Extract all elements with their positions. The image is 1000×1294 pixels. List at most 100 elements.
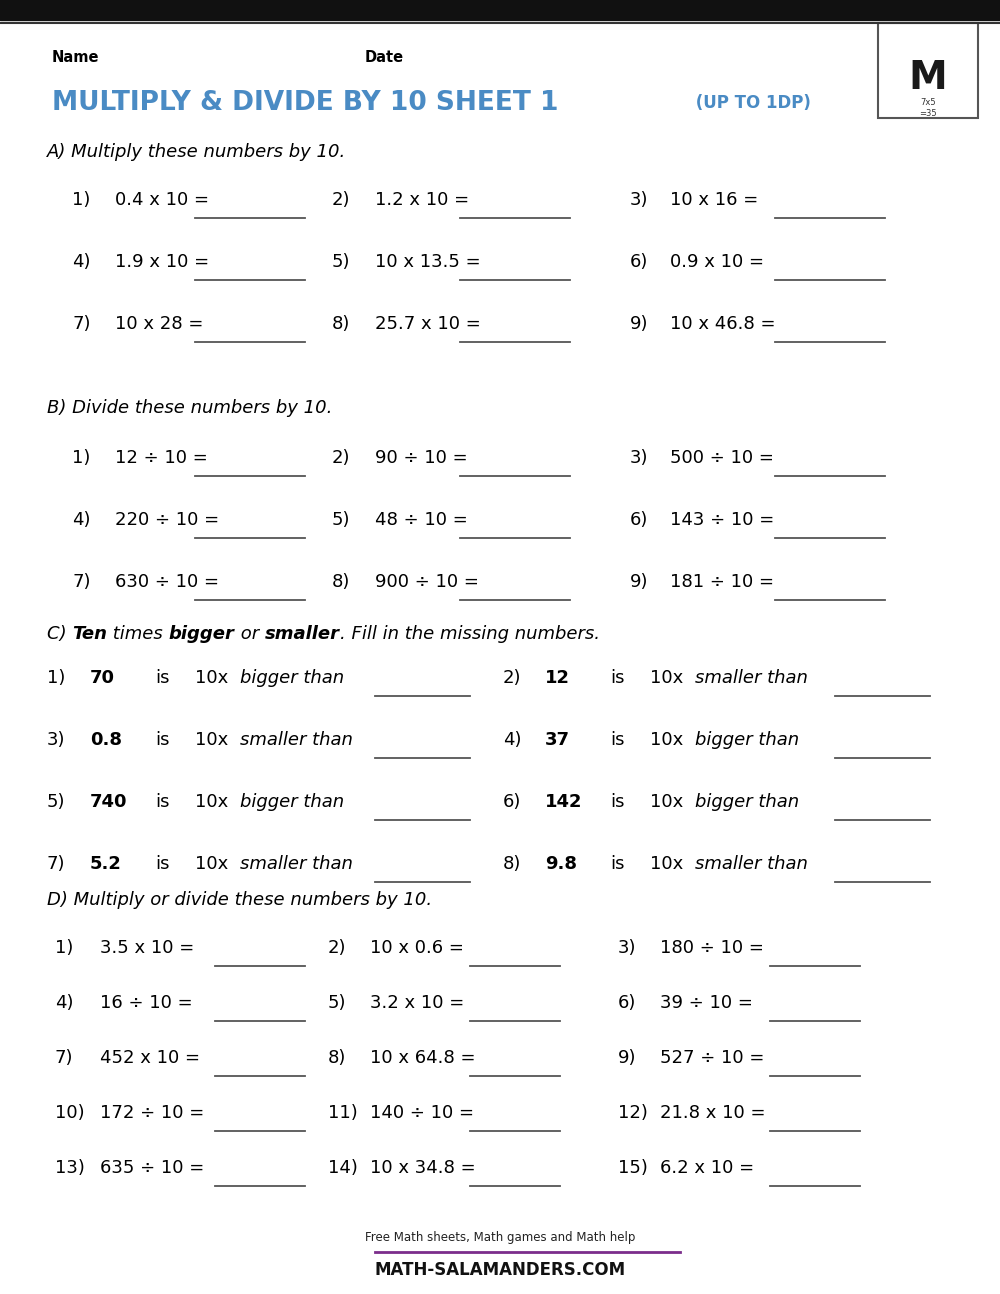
Text: 900 ÷ 10 =: 900 ÷ 10 = (375, 573, 479, 591)
Text: 142: 142 (545, 793, 582, 811)
Text: 10 x 16 =: 10 x 16 = (670, 192, 758, 210)
Text: 5): 5) (332, 511, 351, 529)
Text: 0.8: 0.8 (90, 731, 122, 749)
Text: 2): 2) (328, 939, 347, 958)
Text: MULTIPLY & DIVIDE BY 10 SHEET 1: MULTIPLY & DIVIDE BY 10 SHEET 1 (52, 91, 558, 116)
Text: 70: 70 (90, 669, 115, 687)
Text: is: is (155, 855, 170, 873)
Text: 10x: 10x (195, 793, 228, 811)
Text: bigger than: bigger than (695, 731, 799, 749)
Text: 4): 4) (503, 731, 522, 749)
Text: 6): 6) (630, 511, 648, 529)
Text: or: or (235, 625, 265, 643)
Text: 7): 7) (72, 573, 90, 591)
Text: 10 x 13.5 =: 10 x 13.5 = (375, 254, 481, 270)
Text: bigger than: bigger than (695, 793, 799, 811)
Text: 5.2: 5.2 (90, 855, 122, 873)
Text: 180 ÷ 10 =: 180 ÷ 10 = (660, 939, 764, 958)
Text: 10x: 10x (650, 793, 683, 811)
Text: times: times (107, 625, 169, 643)
Text: 2): 2) (503, 669, 522, 687)
Text: 10): 10) (55, 1104, 85, 1122)
Text: 500 ÷ 10 =: 500 ÷ 10 = (670, 449, 774, 467)
Text: 15): 15) (618, 1159, 648, 1178)
Text: Date: Date (365, 50, 404, 66)
Text: 10x: 10x (650, 669, 683, 687)
Text: 0.9 x 10 =: 0.9 x 10 = (670, 254, 764, 270)
Text: B) Divide these numbers by 10.: B) Divide these numbers by 10. (47, 399, 332, 417)
Text: smaller than: smaller than (240, 731, 353, 749)
Text: is: is (610, 731, 624, 749)
Text: 7x5
=35: 7x5 =35 (919, 98, 937, 118)
Text: 3): 3) (47, 731, 66, 749)
Text: 3): 3) (630, 449, 648, 467)
Text: 8): 8) (503, 855, 521, 873)
Text: 9): 9) (630, 314, 648, 333)
Text: 7): 7) (55, 1049, 74, 1068)
Text: 1): 1) (72, 192, 90, 210)
Text: 9): 9) (630, 573, 648, 591)
Text: 740: 740 (90, 793, 128, 811)
Text: 3.5 x 10 =: 3.5 x 10 = (100, 939, 194, 958)
Text: is: is (610, 669, 624, 687)
Text: 10x: 10x (195, 855, 228, 873)
Text: 6): 6) (503, 793, 521, 811)
Text: (UP TO 1DP): (UP TO 1DP) (690, 94, 811, 113)
Text: 4): 4) (55, 994, 74, 1012)
Text: 220 ÷ 10 =: 220 ÷ 10 = (115, 511, 219, 529)
Text: is: is (155, 669, 170, 687)
Text: 140 ÷ 10 =: 140 ÷ 10 = (370, 1104, 474, 1122)
Text: 8): 8) (328, 1049, 346, 1068)
Text: 21.8 x 10 =: 21.8 x 10 = (660, 1104, 766, 1122)
Text: 25.7 x 10 =: 25.7 x 10 = (375, 314, 481, 333)
Text: 452 x 10 =: 452 x 10 = (100, 1049, 200, 1068)
Text: 1): 1) (72, 449, 90, 467)
Text: Free Math sheets, Math games and Math help: Free Math sheets, Math games and Math he… (365, 1232, 635, 1245)
Text: 3): 3) (630, 192, 648, 210)
Text: 9.8: 9.8 (545, 855, 577, 873)
Text: 10x: 10x (650, 731, 683, 749)
Text: smaller than: smaller than (240, 855, 353, 873)
Text: 1.9 x 10 =: 1.9 x 10 = (115, 254, 209, 270)
Text: 8): 8) (332, 314, 350, 333)
Text: 14): 14) (328, 1159, 358, 1178)
Text: 181 ÷ 10 =: 181 ÷ 10 = (670, 573, 774, 591)
Text: Ten: Ten (72, 625, 107, 643)
Text: 0.4 x 10 =: 0.4 x 10 = (115, 192, 209, 210)
Text: 143 ÷ 10 =: 143 ÷ 10 = (670, 511, 774, 529)
Text: 37: 37 (545, 731, 570, 749)
Text: 527 ÷ 10 =: 527 ÷ 10 = (660, 1049, 764, 1068)
Text: is: is (155, 731, 170, 749)
Text: 10 x 28 =: 10 x 28 = (115, 314, 203, 333)
Text: 1): 1) (55, 939, 73, 958)
Text: bigger than: bigger than (240, 793, 344, 811)
Text: 2): 2) (332, 192, 351, 210)
Text: D) Multiply or divide these numbers by 10.: D) Multiply or divide these numbers by 1… (47, 892, 432, 908)
Text: 12 ÷ 10 =: 12 ÷ 10 = (115, 449, 208, 467)
Text: 3): 3) (618, 939, 637, 958)
Text: 13): 13) (55, 1159, 85, 1178)
Text: 10 x 64.8 =: 10 x 64.8 = (370, 1049, 476, 1068)
Text: 4): 4) (72, 511, 90, 529)
Text: bigger than: bigger than (240, 669, 344, 687)
Text: 630 ÷ 10 =: 630 ÷ 10 = (115, 573, 219, 591)
Text: 8): 8) (332, 573, 350, 591)
Text: 1.2 x 10 =: 1.2 x 10 = (375, 192, 469, 210)
Text: is: is (610, 793, 624, 811)
Text: smaller than: smaller than (695, 855, 808, 873)
Text: 10x: 10x (195, 731, 228, 749)
Text: 5): 5) (332, 254, 351, 270)
Text: 12): 12) (618, 1104, 648, 1122)
Text: 635 ÷ 10 =: 635 ÷ 10 = (100, 1159, 204, 1178)
Text: 90 ÷ 10 =: 90 ÷ 10 = (375, 449, 468, 467)
Text: MATH-SALAMANDERS.COM: MATH-SALAMANDERS.COM (374, 1260, 626, 1278)
Text: 10 x 34.8 =: 10 x 34.8 = (370, 1159, 476, 1178)
Text: M: M (909, 60, 947, 97)
Text: 5): 5) (47, 793, 66, 811)
Text: 10x: 10x (195, 669, 228, 687)
Text: Name: Name (52, 50, 100, 66)
Text: 6): 6) (630, 254, 648, 270)
Text: 16 ÷ 10 =: 16 ÷ 10 = (100, 994, 193, 1012)
Text: 48 ÷ 10 =: 48 ÷ 10 = (375, 511, 468, 529)
Text: 11): 11) (328, 1104, 358, 1122)
